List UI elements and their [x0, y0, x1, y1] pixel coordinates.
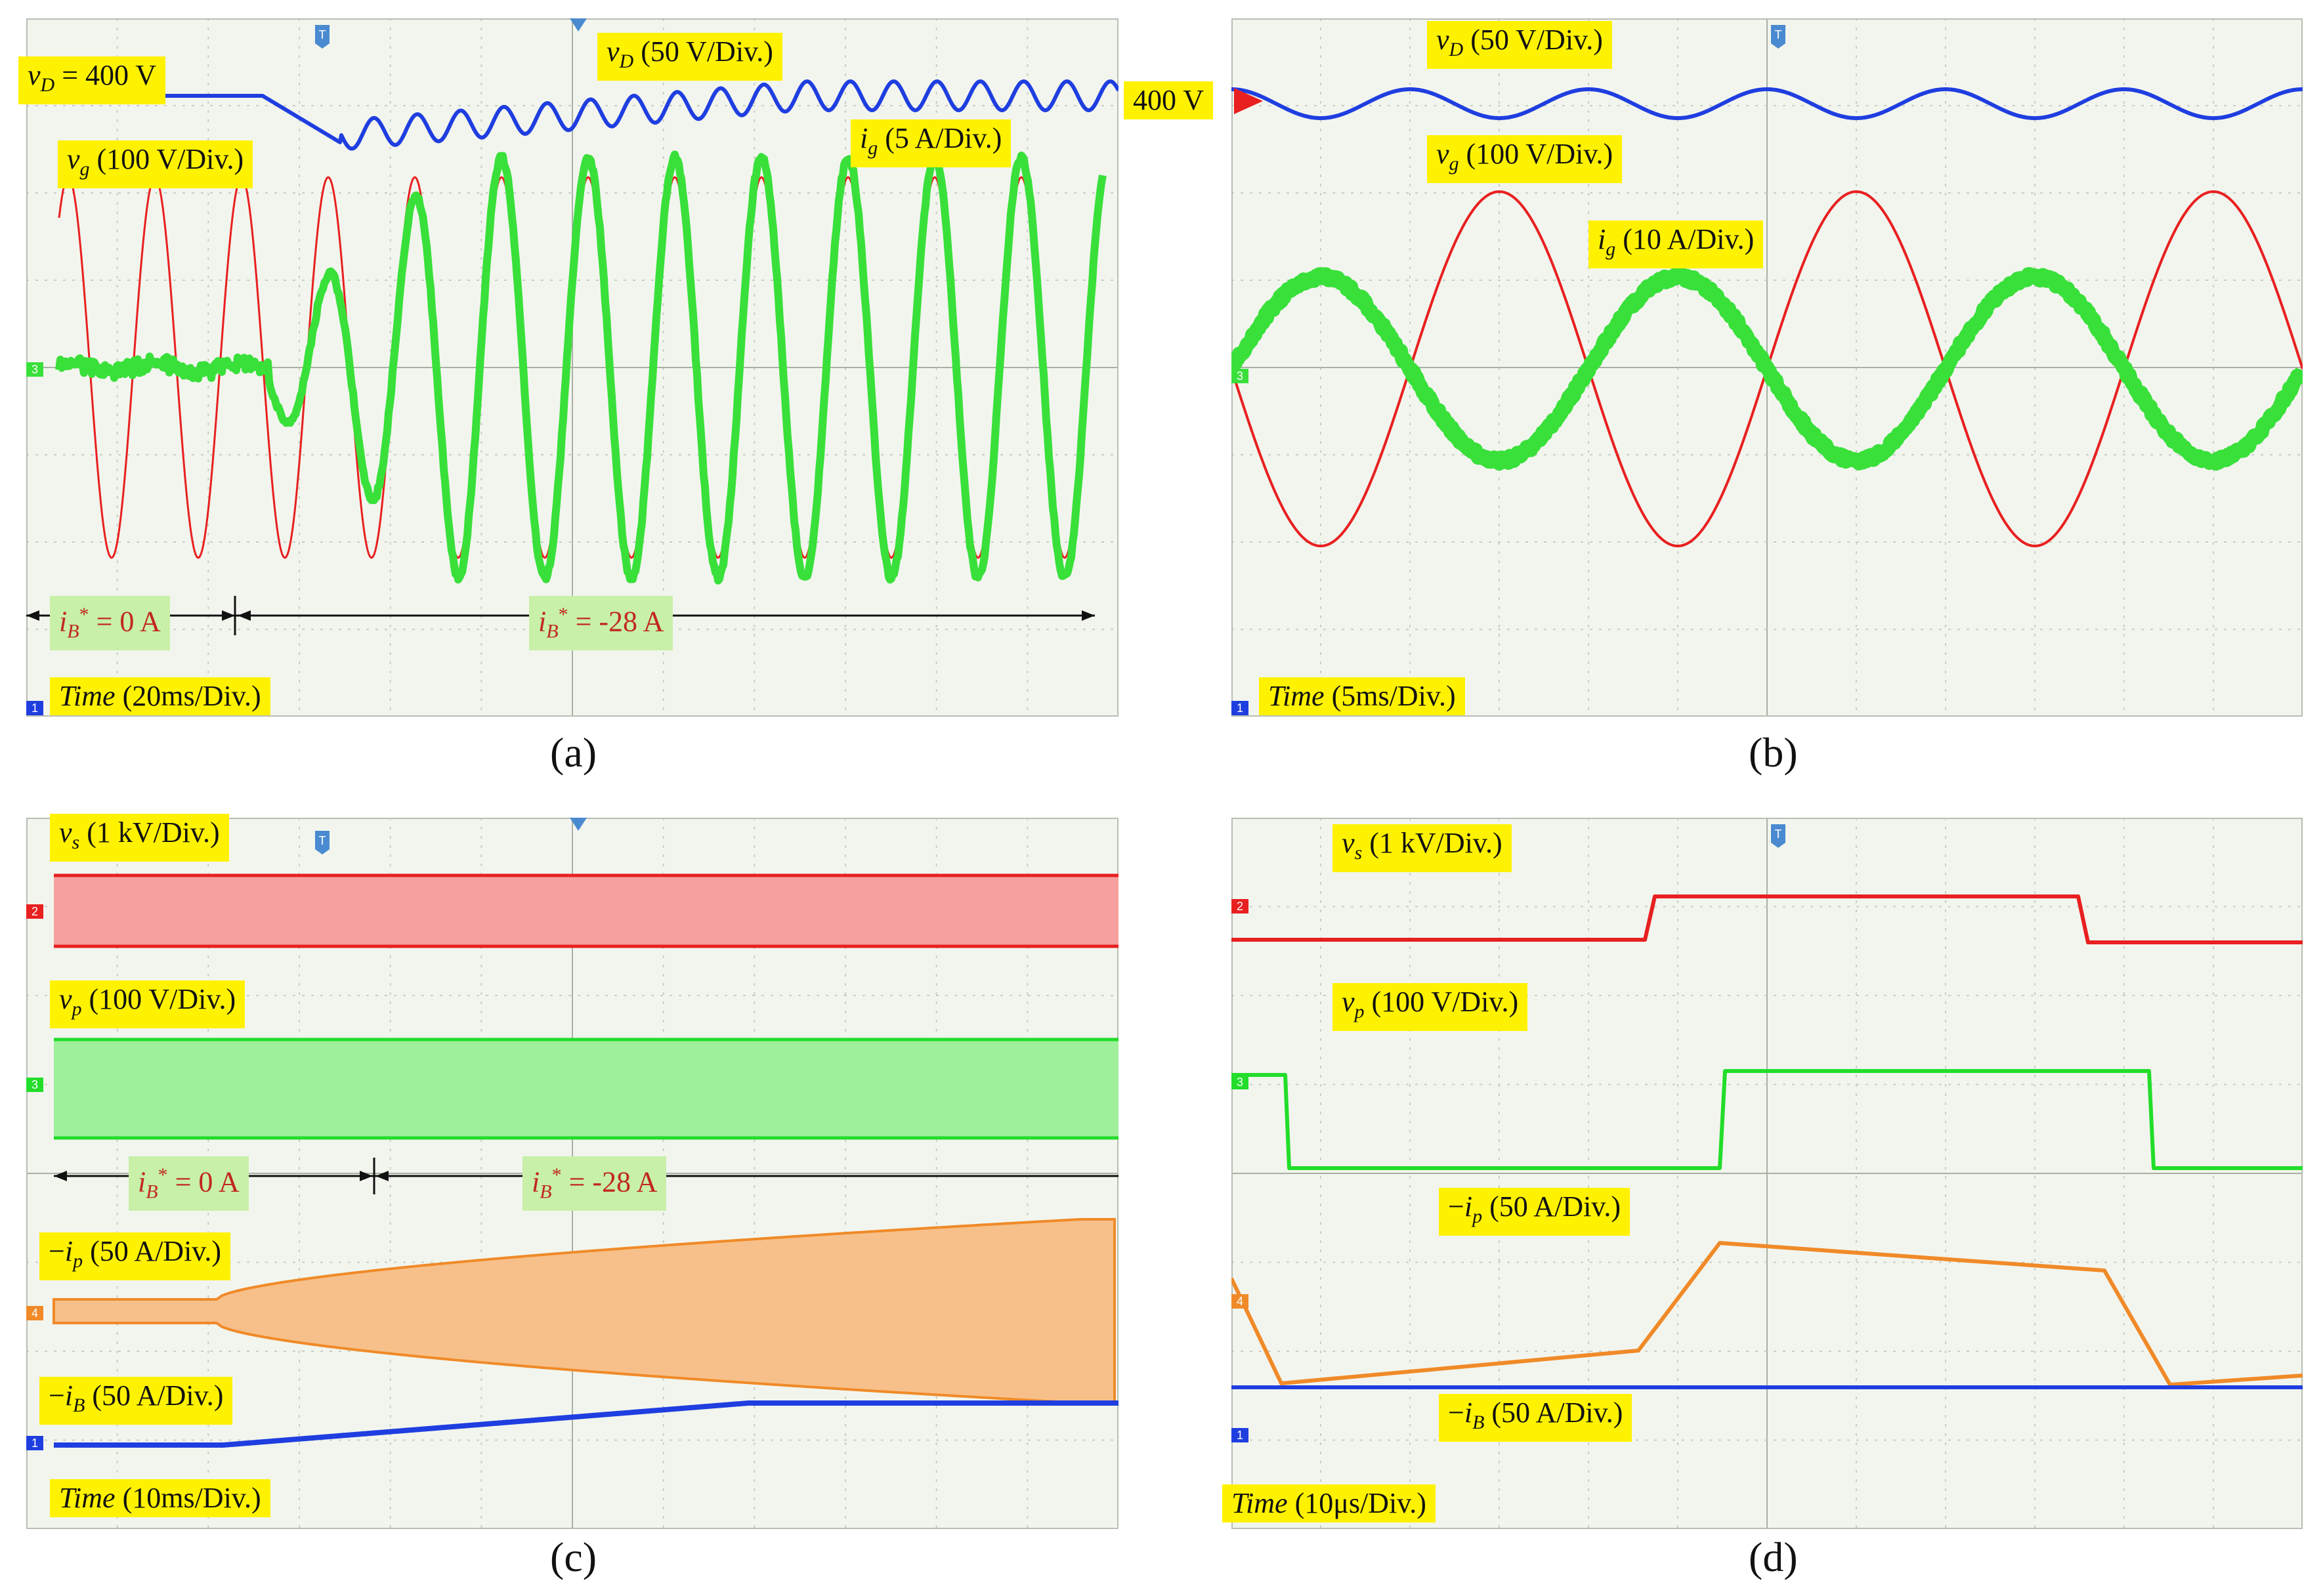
trigger-time-icon [570, 818, 587, 831]
ip-scale-text: (50 A/Div.) [1489, 1190, 1621, 1223]
vp-scale-text: (100 V/Div.) [1372, 986, 1519, 1018]
time-scale-d: (10μs/Div.) [1295, 1487, 1426, 1519]
ig-scale-text: (10 A/Div.) [1623, 223, 1754, 255]
label-vD-scale: vD (50 V/Div.) [597, 33, 782, 81]
panel-b-svg [1231, 18, 2303, 717]
trigger-time-icon [570, 18, 587, 32]
arrow-head-left [54, 1171, 67, 1181]
label-vD-level: vD = 400 V [18, 56, 165, 104]
iB-scale-text: (50 A/Div.) [1491, 1396, 1623, 1429]
arrow-head-left [238, 610, 251, 621]
label-vg-scale: vg (100 V/Div.) [58, 140, 253, 188]
label-time-a: Time (20ms/Div.) [50, 677, 270, 715]
label-ig-scale-b: ig (10 A/Div.) [1588, 220, 1763, 268]
ch3-marker: 3 [26, 362, 43, 377]
label-time-c: Time (10ms/Div.) [50, 1479, 270, 1517]
label-vD-scale-b: vD (50 V/Div.) [1427, 21, 1612, 69]
label-iB-after-c: iB* = -28 A [522, 1156, 666, 1211]
iB-after-text: = -28 A [576, 606, 664, 638]
label-vp-scale-c: vp (100 V/Div.) [50, 980, 245, 1028]
ch3-marker: 3 [1231, 1075, 1248, 1089]
ch2-marker: 2 [1231, 899, 1248, 914]
label-vp-scale-d: vp (100 V/Div.) [1332, 983, 1527, 1031]
arrow-head-right [222, 610, 235, 621]
label-ig-scale: ig (5 A/Div.) [851, 119, 1011, 167]
ch2-marker: 2 [26, 904, 43, 919]
time-word: Time [59, 1482, 116, 1514]
ch4-marker: 4 [26, 1306, 43, 1320]
panel-d-svg [1231, 818, 2303, 1529]
label-iB-after: iB* = -28 A [529, 596, 673, 650]
caption-b: (b) [1749, 728, 1798, 777]
vp-band [54, 1040, 1119, 1138]
caption-d: (d) [1749, 1533, 1798, 1582]
label-ip-scale-c: −ip (50 A/Div.) [39, 1232, 230, 1280]
vD-arrow-icon [1234, 88, 1263, 114]
vD-scale-text: (50 V/Div.) [641, 35, 773, 68]
arrow-head-left [26, 610, 39, 621]
time-word: Time [59, 680, 116, 712]
time-scale-b: (5ms/Div.) [1332, 680, 1456, 712]
ip-scale-text: (50 A/Div.) [90, 1235, 221, 1267]
iB-before-text: = 0 A [96, 606, 161, 638]
panel-d: T 2 3 4 1 [1231, 818, 2303, 1529]
iB-scale-text: (50 A/Div.) [92, 1379, 223, 1412]
label-time-b: Time (5ms/Div.) [1259, 677, 1465, 715]
caption-c: (c) [550, 1533, 597, 1582]
label-time-d: Time (10μs/Div.) [1222, 1484, 1436, 1522]
time-word: Time [1268, 680, 1325, 712]
ch4-marker: 4 [1231, 1294, 1248, 1309]
label-iB-before: iB* = 0 A [50, 596, 170, 650]
vs-scale-text: (1 kV/Div.) [87, 816, 219, 849]
time-word: Time [1231, 1487, 1288, 1519]
ch3-marker: 3 [1231, 369, 1248, 383]
vs-band [54, 875, 1119, 946]
label-vg-scale-b: vg (100 V/Div.) [1427, 135, 1622, 183]
ch3-marker: 3 [26, 1078, 43, 1092]
iB-after-text: = -28 A [569, 1166, 658, 1198]
iB-before-text: = 0 A [175, 1166, 240, 1198]
label-iB-scale-d: −iB (50 A/Div.) [1439, 1394, 1632, 1442]
label-vD-marker: 400 V [1124, 81, 1213, 119]
label-ip-scale-d: −ip (50 A/Div.) [1439, 1188, 1630, 1236]
time-scale-c: (10ms/Div.) [123, 1482, 261, 1514]
ch1-marker: 1 [1231, 701, 1248, 715]
arrow-head-left [375, 1171, 389, 1181]
vD-level-text: = 400 V [62, 59, 156, 91]
panel-b: T 3 1 [1231, 18, 2303, 717]
vs-scale-text: (1 kV/Div.) [1369, 827, 1502, 859]
time-scale-a: (20ms/Div.) [123, 680, 261, 712]
label-iB-before-c: iB* = 0 A [129, 1156, 249, 1211]
arrow-head-right [360, 1171, 373, 1181]
ch1-marker: 1 [26, 1436, 43, 1450]
label-vs-scale-c: vs (1 kV/Div.) [50, 814, 229, 862]
vg-scale-text: (100 V/Div.) [1466, 138, 1613, 170]
arrow-head-right [1082, 610, 1095, 621]
vD-scale-text: (50 V/Div.) [1470, 24, 1603, 56]
label-iB-scale-c: −iB (50 A/Div.) [39, 1377, 232, 1425]
caption-a: (a) [550, 728, 597, 777]
ch1-marker: 1 [26, 701, 43, 715]
label-vs-scale-d: vs (1 kV/Div.) [1332, 824, 1512, 872]
vg-scale-text: (100 V/Div.) [97, 143, 244, 175]
ch1-marker: 1 [1231, 1428, 1248, 1442]
vp-scale-text: (100 V/Div.) [89, 983, 236, 1015]
ig-scale-text: (5 A/Div.) [885, 122, 1002, 154]
